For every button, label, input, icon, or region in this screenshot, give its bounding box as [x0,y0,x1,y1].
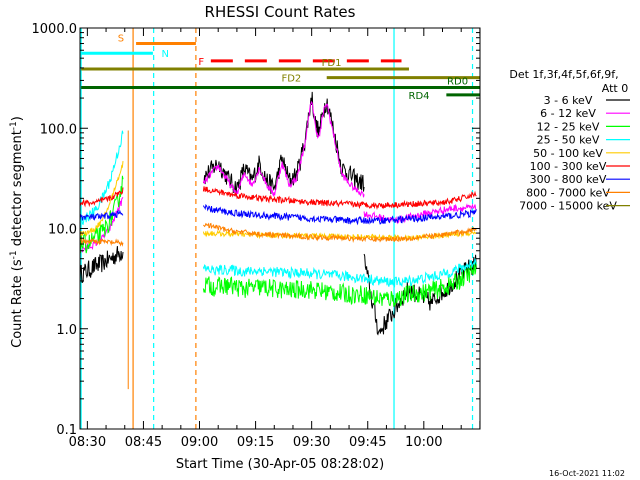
series-line-6-0 [80,209,124,221]
x-tick-label: 08:30 [69,435,106,450]
series-line-6-1 [202,203,477,226]
footer-date: 16-Oct-2021 11:02 [549,469,625,478]
series-line-4-0 [80,161,124,238]
legend-entry-label: 12 - 25 keV [537,120,600,133]
series-line-5-1 [202,186,477,211]
flag-label-rd4: RD4 [409,91,430,102]
plot-content [80,28,477,429]
y-tick-label: 10.0 [48,223,77,238]
y-tick-label: 1000.0 [32,22,78,37]
y-axis-label-part: detector segment [10,130,25,250]
series-line-7-1 [203,222,477,243]
y-tick-label: 1.0 [56,323,77,338]
x-tick-label: 10:00 [405,435,442,450]
series-line-3-1 [202,258,477,288]
legend-entry-label: 25 - 50 keV [537,134,600,147]
plot-area: S N F FD1 FD2 RD0 RD4 [80,28,480,429]
x-tick-label: 08:45 [125,435,162,450]
series-line-4-1 [202,229,477,242]
legend-entry-label: 800 - 7000 keV [526,186,610,199]
flag-label-n: N [161,49,168,60]
flag-label-fd2: FD2 [281,74,301,85]
legend-header: Det 1f,3f,4f,5f,6f,9f, [509,68,618,81]
series-line-1-1 [202,100,365,198]
y-axis-label-sup: -1 [9,121,19,130]
x-tick-label: 09:00 [181,435,218,450]
legend-entry-label: 6 - 12 keV [540,107,596,120]
series-line-3-0 [80,130,124,226]
chart-title: RHESSI Count Rates [205,3,356,21]
y-axis-label-part: Count Rate (s [10,259,25,348]
x-tick-label: 09:45 [349,435,386,450]
series-line-2-0 [80,175,124,254]
legend-header-att: Att 0 [602,82,628,95]
legend-entry-label: 300 - 800 keV [530,173,607,186]
y-tick-label: 100.0 [40,122,77,137]
flag-label-fd1: FD1 [322,58,342,69]
legend-entry-label: 50 - 100 keV [533,147,603,160]
series-line-7-0 [80,236,124,247]
flag-label-rd0: RD0 [447,76,468,87]
legend-entry-label: 100 - 300 keV [530,160,607,173]
series-line-2-1 [202,261,477,307]
x-axis-label: Start Time (30-Apr-05 08:28:02) [176,457,384,472]
flag-label-f: F [198,57,204,68]
y-axis-label-part: ) [10,116,25,121]
series-line-0-0 [80,246,124,284]
series-line-5-0 [80,187,124,208]
series-line-1-2 [363,203,477,225]
y-axis-label: Count Rate (s-1 detector segment-1) [9,116,25,348]
y-axis-label-sup: -1 [9,250,19,259]
legend-entry-label: 7000 - 15000 keV [519,200,617,213]
flag-label-s: S [118,34,124,45]
axes: 0.1 1.0 10.0 100.0 1000.0 08:30 08:45 09:00 09:1… [32,22,481,450]
x-tick-label: 09:15 [237,435,274,450]
legend-entry-label: 3 - 6 keV [544,94,593,107]
x-tick-label: 09:30 [293,435,330,450]
y-tick-label: 0.1 [56,423,77,438]
